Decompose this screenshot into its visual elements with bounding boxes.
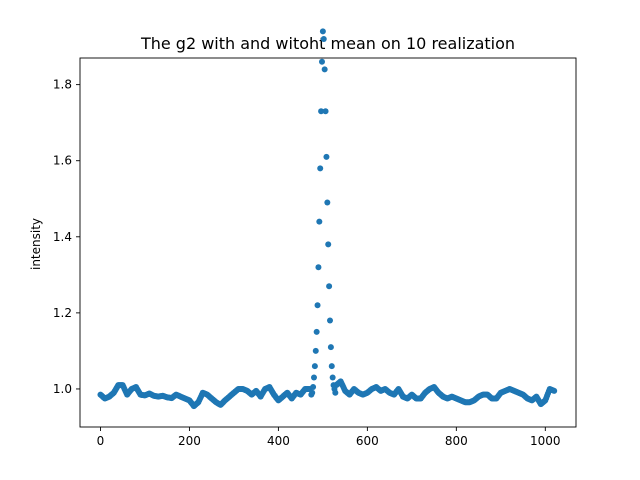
x-tick-label: 200 <box>178 434 201 448</box>
peak-data-point <box>327 344 334 351</box>
y-tick-label: 1.6 <box>53 154 72 168</box>
x-axis-ticks: 0 200 400 600 800 1000 <box>97 427 561 448</box>
y-tick-label: 1.8 <box>53 78 72 92</box>
data-point <box>551 387 558 394</box>
peak-data-point <box>320 35 327 42</box>
y-axis-label: intensity <box>29 218 43 270</box>
peak-data-point <box>310 374 317 381</box>
peak-data-point <box>318 58 325 65</box>
peak-data-point <box>310 384 317 391</box>
peak-data-point <box>326 283 333 290</box>
peak-data-point <box>323 153 330 160</box>
y-tick-label: 1.0 <box>53 382 72 396</box>
peak-data-point <box>332 389 339 396</box>
peak-data-point <box>309 389 316 396</box>
peak-data-point <box>314 302 321 309</box>
peak-data-point <box>311 363 318 370</box>
peak-data-point <box>316 218 323 225</box>
y-tick-label: 1.2 <box>53 306 72 320</box>
x-tick-label: 0 <box>97 434 105 448</box>
peak-data-point <box>324 199 331 206</box>
peak-data-point <box>327 317 334 324</box>
peak-data-point <box>325 241 332 248</box>
plot-frame <box>79 57 577 428</box>
peak-data-point <box>329 374 336 381</box>
peak-data-point <box>322 108 329 115</box>
peak-data-point <box>315 264 322 271</box>
peak-data-point <box>328 363 335 370</box>
x-tick-label: 800 <box>445 434 468 448</box>
peak-data-point <box>321 66 328 73</box>
peak-data-point <box>318 108 325 115</box>
data-points <box>97 28 558 410</box>
y-tick-label: 1.4 <box>53 230 72 244</box>
x-tick-label: 1000 <box>530 434 561 448</box>
peak-data-point <box>317 165 324 172</box>
x-tick-label: 600 <box>356 434 379 448</box>
peak-data-point <box>319 28 326 35</box>
peak-data-point <box>313 328 320 335</box>
x-tick-label: 400 <box>267 434 290 448</box>
chart-title: The g2 with and witoht mean on 10 realiz… <box>140 34 515 53</box>
y-axis-ticks: 1.0 1.2 1.4 1.6 1.8 <box>53 78 80 396</box>
peak-data-point <box>312 347 319 354</box>
